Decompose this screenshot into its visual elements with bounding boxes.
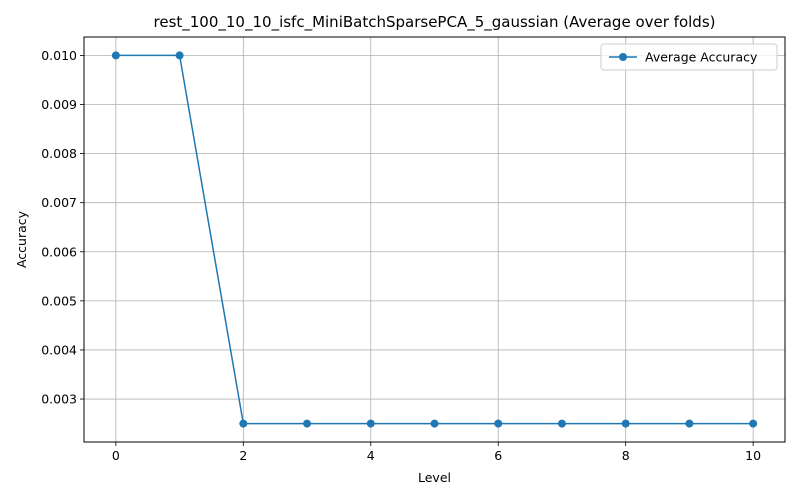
data-point — [430, 419, 439, 428]
data-point — [621, 419, 630, 428]
y-tick-label: 0.008 — [41, 146, 77, 161]
legend-marker-swatch — [619, 53, 627, 61]
y-tick-label: 0.006 — [41, 244, 77, 259]
x-axis-title: Level — [418, 470, 451, 485]
data-point — [303, 419, 312, 428]
y-tick-label: 0.005 — [41, 293, 77, 308]
data-point — [111, 51, 120, 60]
data-point — [175, 51, 184, 60]
axis-ticks: 0 2 4 6 8 10 0.003 0.004 0.005 0.006 0.007 0.008 0.0… — [41, 48, 761, 463]
x-tick-label: 4 — [367, 448, 375, 463]
data-point — [749, 419, 758, 428]
plot-frame — [83, 36, 786, 443]
x-tick-label: 2 — [239, 448, 247, 463]
y-axis-title: Accuracy — [14, 210, 29, 268]
data-point — [239, 419, 248, 428]
y-tick-label: 0.003 — [41, 392, 77, 407]
data-point — [685, 419, 694, 428]
x-tick-label: 10 — [745, 448, 761, 463]
data-point — [557, 419, 566, 428]
x-tick-label: 0 — [112, 448, 120, 463]
y-tick-label: 0.009 — [41, 97, 77, 112]
x-tick-label: 6 — [494, 448, 502, 463]
legend-label: Average Accuracy — [645, 50, 758, 65]
y-tick-label: 0.007 — [41, 195, 77, 210]
legend: Average Accuracy — [600, 43, 778, 71]
y-tick-label: 0.004 — [41, 342, 77, 357]
chart-title: rest_100_10_10_isfc_MiniBatchSparsePCA_5… — [154, 13, 716, 32]
grid — [84, 37, 785, 442]
data-point — [366, 419, 375, 428]
series-line — [115, 54, 754, 425]
data-point — [494, 419, 503, 428]
y-tick-label: 0.010 — [41, 48, 77, 63]
x-tick-label: 8 — [622, 448, 630, 463]
legend-box — [600, 43, 778, 71]
series-layer — [111, 51, 758, 428]
